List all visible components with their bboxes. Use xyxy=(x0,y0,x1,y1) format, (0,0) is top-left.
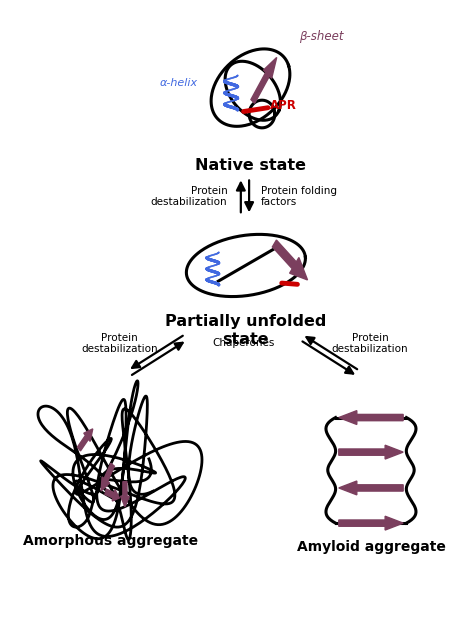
FancyArrow shape xyxy=(273,240,308,280)
FancyArrow shape xyxy=(339,411,403,425)
Text: Partially unfolded
state: Partially unfolded state xyxy=(165,314,327,347)
Text: Native state: Native state xyxy=(195,158,306,173)
Text: Amyloid aggregate: Amyloid aggregate xyxy=(297,540,446,554)
Text: Protein
destabilization: Protein destabilization xyxy=(151,186,228,207)
FancyArrow shape xyxy=(101,463,114,491)
Text: Amorphous aggregate: Amorphous aggregate xyxy=(23,534,198,548)
Text: Protein
destabilization: Protein destabilization xyxy=(332,333,409,354)
FancyArrow shape xyxy=(251,58,277,103)
Text: α-helix: α-helix xyxy=(160,77,198,87)
Text: Protein
destabilization: Protein destabilization xyxy=(81,333,158,354)
Text: Chaperones: Chaperones xyxy=(212,339,275,349)
Text: β-sheet: β-sheet xyxy=(299,30,343,42)
FancyArrow shape xyxy=(339,516,403,530)
FancyArrow shape xyxy=(77,429,93,451)
FancyArrow shape xyxy=(120,482,129,507)
Text: Protein folding
factors: Protein folding factors xyxy=(261,186,337,207)
FancyArrow shape xyxy=(339,481,403,495)
FancyArrow shape xyxy=(105,489,119,501)
Text: APR: APR xyxy=(270,99,297,112)
FancyArrow shape xyxy=(339,445,403,459)
